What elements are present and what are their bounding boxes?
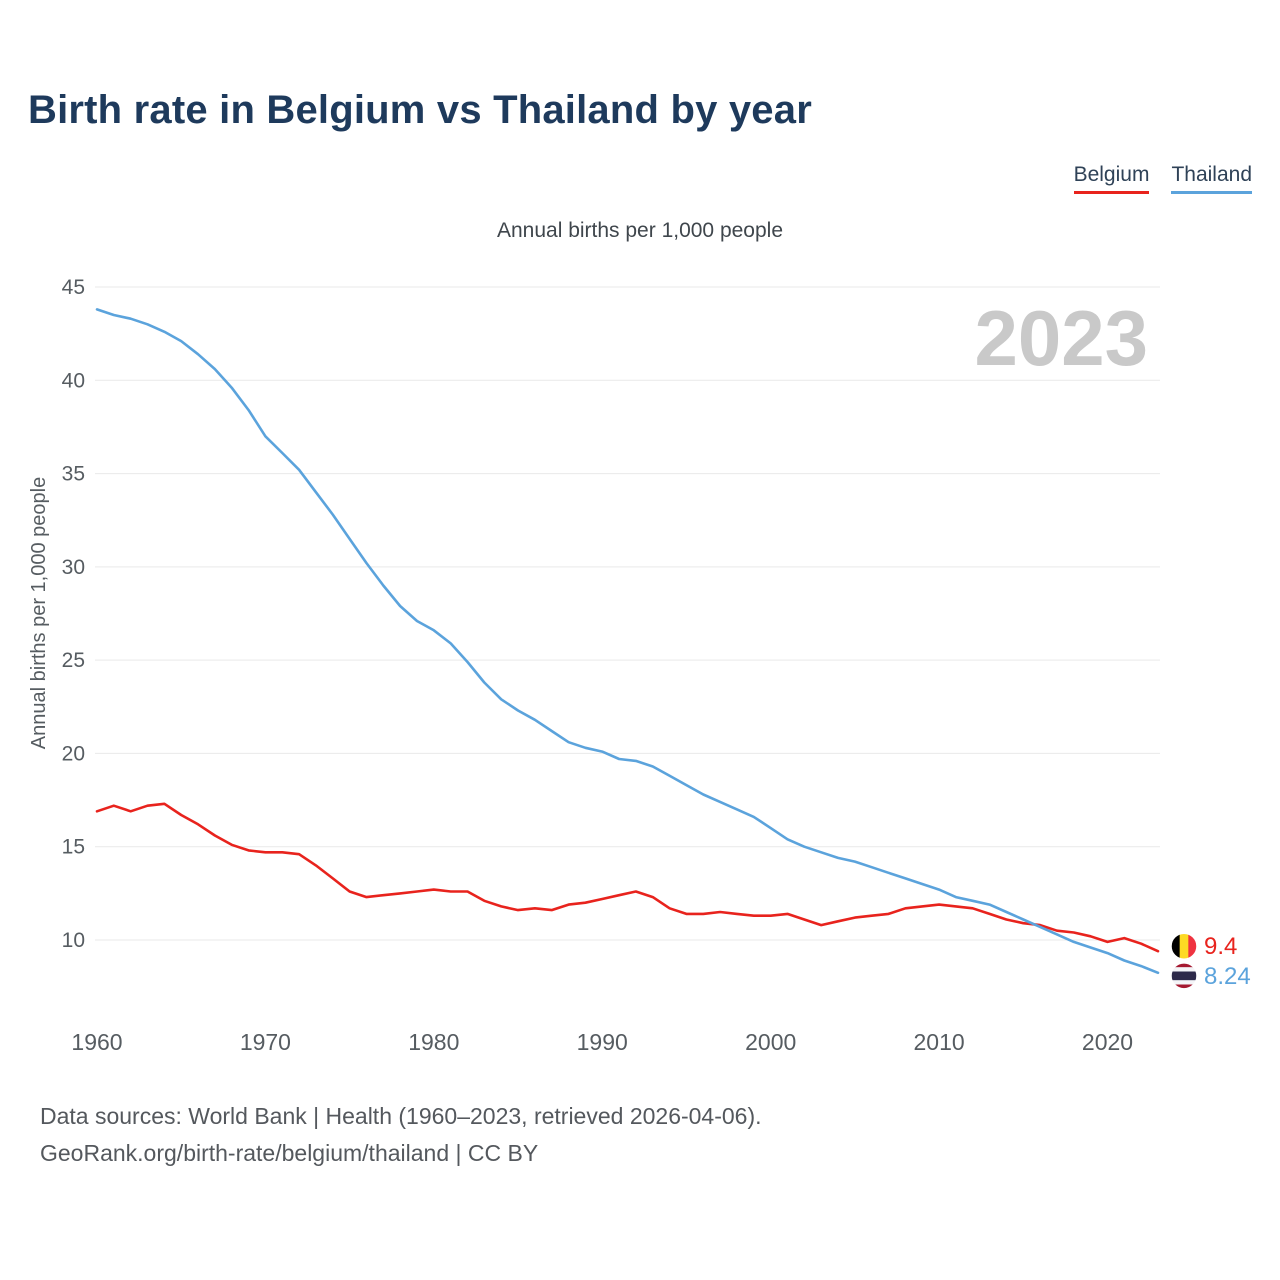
- y-tick-label: 15: [62, 836, 85, 859]
- data-source-note: Data sources: World Bank | Health (1960–…: [40, 1098, 762, 1173]
- thailand-flag-icon: [1170, 962, 1198, 990]
- y-tick-label: 25: [62, 649, 85, 672]
- y-axis-title: Annual births per 1,000 people: [28, 477, 50, 749]
- y-tick-label: 35: [62, 463, 85, 486]
- x-tick-label: 1960: [71, 1029, 122, 1055]
- page-title: Birth rate in Belgium vs Thailand by yea…: [28, 88, 812, 132]
- y-tick-label: 30: [62, 556, 85, 579]
- legend-item-belgium[interactable]: Belgium: [1073, 163, 1150, 194]
- x-tick-label: 2000: [745, 1029, 796, 1055]
- x-tick-label: 1990: [577, 1029, 628, 1055]
- series-line-thailand: [95, 308, 1160, 975]
- legend-item-thailand[interactable]: Thailand: [1171, 163, 1252, 194]
- x-tick-label: 1970: [240, 1029, 291, 1055]
- birth-rate-chart: Annual births per 1,000 people 2023 10 15 20…: [28, 219, 1251, 1055]
- y-tick-label: 10: [62, 929, 85, 952]
- watermark-year: 2023: [974, 294, 1148, 382]
- belgium-flag-icon: [1170, 932, 1198, 960]
- y-tick-label: 45: [62, 276, 85, 299]
- chart-subtitle: Annual births per 1,000 people: [497, 219, 783, 242]
- x-tick-label: 1980: [408, 1029, 459, 1055]
- legend: Belgium Thailand: [1073, 163, 1252, 194]
- series-line-belgium: [95, 802, 1160, 953]
- end-value-label-belgium: 9.4: [1204, 933, 1237, 960]
- y-tick-label: 40: [62, 369, 85, 392]
- x-tick-label: 2020: [1082, 1029, 1133, 1055]
- x-tick-label: 2010: [914, 1029, 965, 1055]
- footer-attribution-line: GeoRank.org/birth-rate/belgium/thailand …: [40, 1140, 539, 1167]
- y-tick-label: 20: [62, 742, 85, 765]
- footer-sources-line: Data sources: World Bank | Health (1960–…: [40, 1103, 762, 1129]
- end-value-label-thailand: 8.24: [1204, 963, 1251, 990]
